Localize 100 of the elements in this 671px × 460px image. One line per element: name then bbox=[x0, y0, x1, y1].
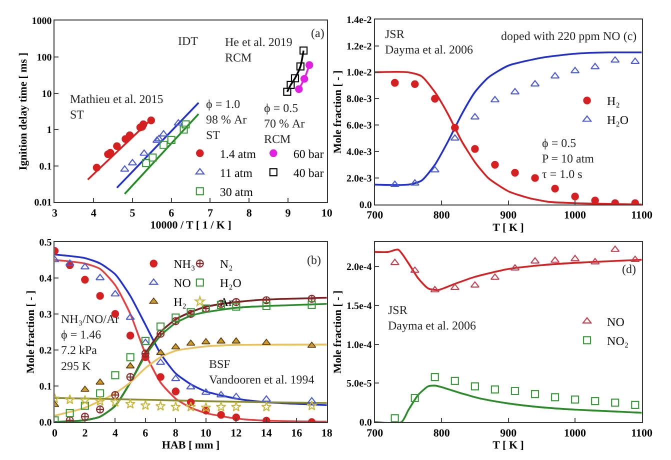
legend-label: NO bbox=[174, 276, 192, 290]
point bbox=[510, 264, 520, 271]
legend-label: H₂O bbox=[607, 113, 629, 128]
point bbox=[551, 184, 559, 192]
point bbox=[216, 390, 226, 398]
y-tick-label: 1000 bbox=[32, 16, 52, 28]
legend-label: 30 atm bbox=[220, 184, 254, 199]
point bbox=[110, 396, 120, 407]
x-tick-label: 2 bbox=[82, 427, 88, 440]
point bbox=[611, 398, 620, 407]
x-tick-label: 8 bbox=[172, 427, 179, 440]
y-tick-label: 0.3 bbox=[39, 309, 52, 320]
point bbox=[126, 131, 134, 140]
point bbox=[430, 94, 439, 103]
point bbox=[217, 410, 225, 419]
legend-label: H₂ bbox=[174, 295, 186, 310]
annotation: Mathieu et al. 2015 ST bbox=[70, 92, 164, 122]
x-tick-label: 4 bbox=[112, 427, 118, 440]
y-axis-title: Mole fraction [ - ] bbox=[332, 70, 344, 154]
point bbox=[308, 300, 316, 309]
annotation: (b) bbox=[307, 253, 321, 267]
x-tick-label: 14 bbox=[260, 427, 272, 440]
legend-label: 11 atm bbox=[220, 166, 254, 180]
point bbox=[232, 302, 240, 311]
point bbox=[283, 88, 292, 96]
point bbox=[305, 61, 314, 69]
x-axis-title: 10000 / T [ 1 / K ] bbox=[150, 220, 232, 232]
point bbox=[530, 257, 540, 264]
legend-label: 60 bar bbox=[293, 146, 324, 161]
point bbox=[172, 317, 180, 326]
x-tick-label: 700 bbox=[366, 427, 384, 440]
point bbox=[262, 416, 270, 422]
y-tick-label: 1.5e-4 bbox=[346, 301, 372, 312]
point bbox=[630, 256, 640, 262]
annotation: NH₃/NO/Ar ϕ = 1.46 7.2 kPa 295 K bbox=[61, 312, 120, 373]
legend-label: NO₂ bbox=[607, 334, 629, 348]
point bbox=[550, 256, 560, 263]
y-tick-label: 8.0e-3 bbox=[346, 94, 372, 106]
point bbox=[201, 388, 210, 395]
point bbox=[200, 402, 212, 412]
y-tick-label: 0.0 bbox=[39, 418, 52, 429]
point bbox=[180, 126, 188, 134]
point bbox=[95, 274, 105, 280]
x-tick-label: 16 bbox=[291, 427, 303, 440]
point bbox=[232, 298, 240, 306]
x-tick-label: 900 bbox=[500, 427, 518, 440]
x-tick-label: 700 bbox=[366, 210, 384, 222]
point bbox=[80, 395, 90, 405]
annotation: ϕ = 1.0 98 % Ar ST bbox=[206, 97, 247, 142]
x-tick-label: 800 bbox=[433, 210, 450, 222]
point bbox=[450, 134, 460, 141]
y-tick-label: 0.1 bbox=[39, 161, 52, 172]
x-tick-label: 8 bbox=[246, 207, 252, 220]
legend-label: NH₃ bbox=[174, 257, 196, 272]
point bbox=[120, 165, 130, 172]
annotation: ϕ = 0.5 P = 10 atm τ = 1.0 s bbox=[542, 136, 595, 182]
x-axis-title: HAB [ mm ] bbox=[162, 439, 220, 452]
point bbox=[111, 371, 120, 380]
point bbox=[591, 397, 600, 406]
point bbox=[390, 258, 400, 266]
point bbox=[390, 414, 399, 422]
point bbox=[570, 66, 580, 74]
x-tick-label: 1100 bbox=[631, 427, 653, 440]
point bbox=[550, 72, 560, 79]
point bbox=[232, 392, 241, 400]
point bbox=[262, 296, 270, 304]
y-tick-label: 1.2e-2 bbox=[346, 41, 372, 52]
point bbox=[170, 401, 181, 412]
point bbox=[571, 192, 579, 200]
point bbox=[139, 120, 148, 128]
point bbox=[66, 409, 74, 418]
point bbox=[216, 401, 226, 412]
point bbox=[140, 149, 149, 156]
point bbox=[306, 400, 317, 410]
point bbox=[111, 390, 120, 400]
legend-label: 40 bar bbox=[293, 166, 324, 180]
point bbox=[174, 119, 183, 126]
point bbox=[172, 388, 180, 396]
point bbox=[308, 294, 316, 303]
legend-label: Ar bbox=[220, 295, 233, 310]
y-tick-label: 1.4e-2 bbox=[346, 14, 372, 26]
point bbox=[147, 116, 156, 124]
point bbox=[171, 374, 180, 382]
y-tick-label: 1 bbox=[46, 125, 52, 136]
point bbox=[490, 96, 500, 102]
point bbox=[262, 302, 270, 310]
legend-label: H₂ bbox=[607, 94, 620, 108]
point bbox=[156, 348, 165, 356]
annotation: IDT bbox=[178, 34, 199, 48]
point bbox=[490, 385, 500, 394]
point bbox=[451, 124, 459, 132]
point bbox=[156, 373, 164, 381]
point bbox=[570, 254, 580, 262]
point bbox=[430, 286, 440, 292]
x-tick-label: 9 bbox=[285, 207, 292, 220]
x-tick-label: 0 bbox=[52, 427, 58, 440]
point bbox=[531, 174, 539, 182]
legend-label: 1.4 atm bbox=[220, 146, 257, 161]
point bbox=[262, 395, 271, 402]
y-tick-label: 2.0e-4 bbox=[346, 262, 372, 274]
